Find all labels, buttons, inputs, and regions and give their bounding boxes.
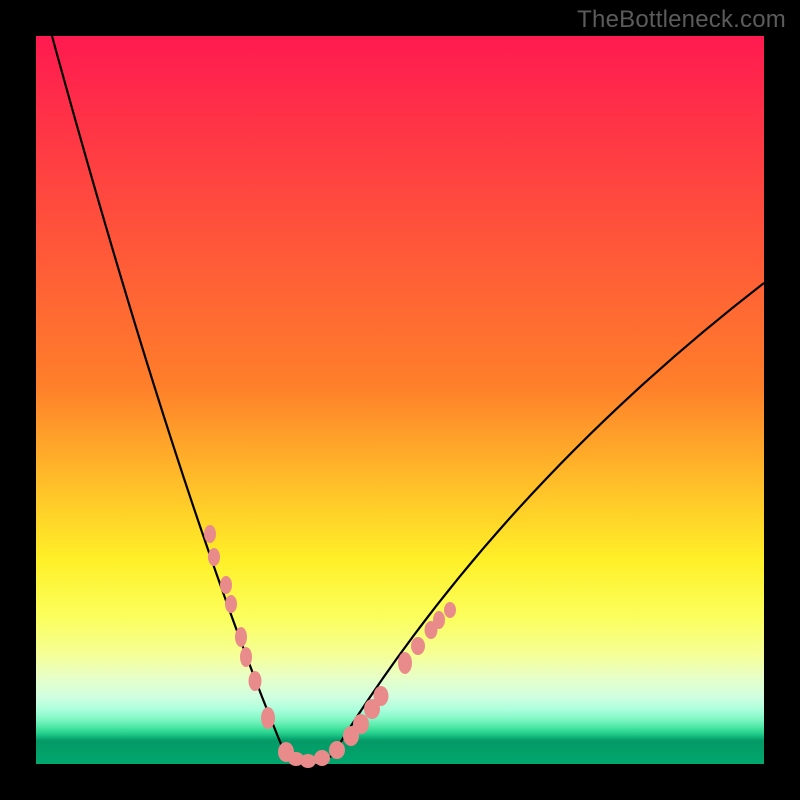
marker-dot [433, 611, 445, 629]
marker-dot [249, 671, 262, 691]
marker-dot [261, 707, 275, 729]
markers-group [204, 525, 456, 768]
marker-dot [374, 686, 389, 706]
marker-dot [444, 602, 456, 618]
marker-dot [240, 647, 252, 667]
marker-dot [314, 750, 330, 766]
marker-dot [208, 548, 220, 566]
marker-dot [235, 627, 247, 647]
marker-dot [353, 714, 369, 734]
marker-dot [411, 637, 425, 655]
marker-dot [220, 576, 232, 594]
curve-overlay [36, 36, 764, 764]
curve-left-branch [52, 36, 286, 756]
curve-right-branch [332, 283, 764, 756]
marker-dot [300, 754, 316, 768]
marker-dot [225, 595, 237, 613]
marker-dot [398, 652, 412, 674]
watermark-label: TheBottleneck.com [577, 6, 786, 34]
marker-dot [329, 741, 345, 759]
marker-dot [204, 525, 216, 543]
